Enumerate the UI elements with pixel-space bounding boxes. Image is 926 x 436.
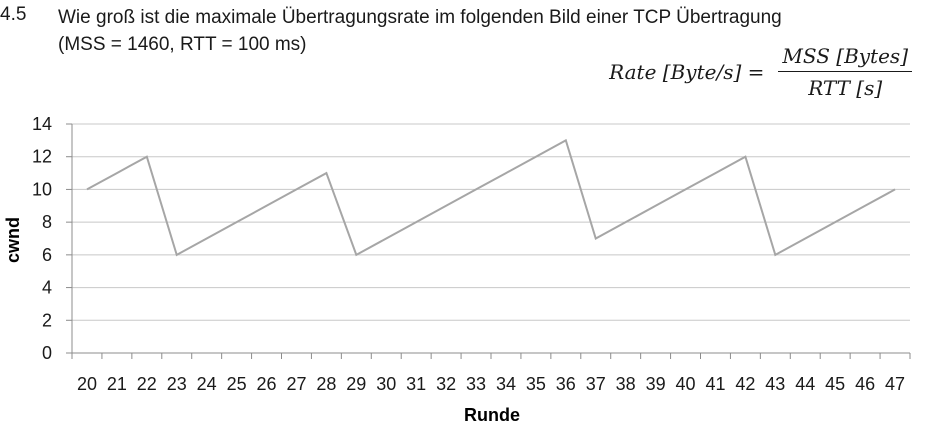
x-tick-label-43: 43 <box>765 374 785 394</box>
question-line-1: Wie groß ist die maximale Übertragungsra… <box>58 7 782 28</box>
y-tick-label-4: 4 <box>42 278 52 298</box>
x-tick-label-39: 39 <box>646 374 666 394</box>
x-tick-label-22: 22 <box>137 374 157 394</box>
x-tick-label-45: 45 <box>825 374 845 394</box>
x-tick-label-23: 23 <box>167 374 187 394</box>
question-line-2: (MSS = 1460, RTT = 100 ms) <box>58 34 307 55</box>
x-tick-label-47: 47 <box>885 374 905 394</box>
axes <box>66 123 911 359</box>
x-tick-label-37: 37 <box>586 374 606 394</box>
y-tick-label-8: 8 <box>42 212 52 232</box>
x-tick-label-28: 28 <box>316 374 336 394</box>
x-tick-label-41: 41 <box>705 374 725 394</box>
series-line-0 <box>86 138 896 257</box>
question-number: 4.5 <box>0 4 27 25</box>
y-tick-label-14: 14 <box>32 114 52 134</box>
y-tick-label-0: 0 <box>42 343 52 363</box>
formula-lhs: Rate [Byte/s] = <box>609 60 765 84</box>
y-tick-label-12: 12 <box>32 147 52 167</box>
formula-numerator: MSS [Bytes] <box>778 44 912 72</box>
y-tick-label-6: 6 <box>42 245 52 265</box>
formula-denominator: RTT [s] <box>808 76 883 100</box>
y-tick-label-10: 10 <box>32 179 52 199</box>
grid-lines <box>72 123 910 321</box>
x-tick-label-40: 40 <box>676 374 696 394</box>
x-tick-label-38: 38 <box>616 374 636 394</box>
y-tick-labels: 0 2 4 6 8 10 12 14 <box>32 114 52 363</box>
x-tick-label-44: 44 <box>795 374 815 394</box>
x-tick-label-42: 42 <box>735 374 755 394</box>
x-tick-label-46: 46 <box>855 374 875 394</box>
rate-formula: Rate [Byte/s] = MSS [Bytes] RTT [s] <box>609 44 912 100</box>
x-tick-label-36: 36 <box>556 374 576 394</box>
y-axis-title: cwnd <box>3 217 23 263</box>
x-tick-label-34: 34 <box>496 374 516 394</box>
x-tick-label-35: 35 <box>526 374 546 394</box>
question-text: Wie groß ist die maximale Übertragungsra… <box>58 4 924 58</box>
x-tick-label-32: 32 <box>436 374 456 394</box>
x-tick-label-27: 27 <box>286 374 306 394</box>
formula-fraction: MSS [Bytes] RTT [s] <box>778 44 912 100</box>
x-tick-label-26: 26 <box>257 374 277 394</box>
x-tick-label-33: 33 <box>466 374 486 394</box>
x-tick-label-31: 31 <box>406 374 426 394</box>
x-tick-label-25: 25 <box>227 374 247 394</box>
x-tick-label-30: 30 <box>376 374 396 394</box>
x-tick-label-24: 24 <box>197 374 217 394</box>
series-lines <box>86 138 896 257</box>
x-tick-label-20: 20 <box>77 374 97 394</box>
y-tick-label-2: 2 <box>42 310 52 330</box>
x-tick-label-21: 21 <box>107 374 127 394</box>
x-tick-label-29: 29 <box>346 374 366 394</box>
x-tick-labels: 20 21 22 23 24 25 26 27 28 29 30 31 32 33 34 35 36 37 38 39… <box>77 374 905 394</box>
x-axis-title: Runde <box>464 405 520 425</box>
